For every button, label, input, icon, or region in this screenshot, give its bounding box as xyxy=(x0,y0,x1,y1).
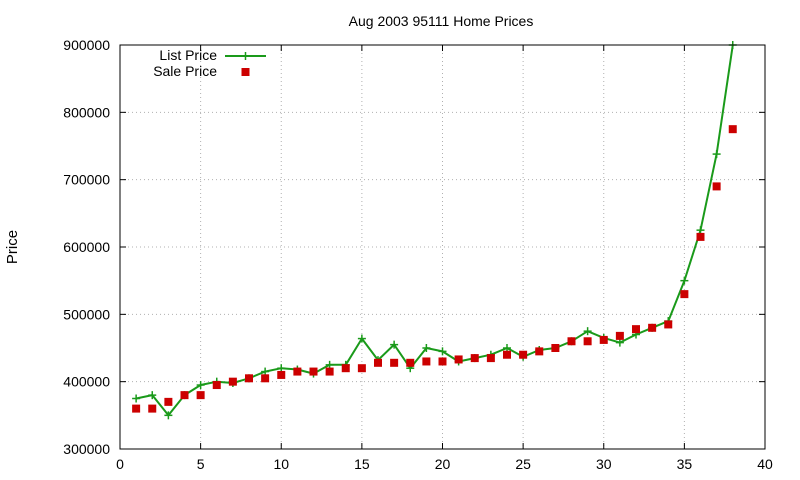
sale-price-point xyxy=(293,367,302,376)
sale-price-point xyxy=(438,357,447,366)
list-price-point xyxy=(680,276,689,285)
sale-price-point xyxy=(583,337,592,346)
sale-price-point xyxy=(132,404,141,413)
sale-price-point xyxy=(357,364,366,373)
sale-price-point xyxy=(680,290,689,299)
chart-title: Aug 2003 95111 Home Prices xyxy=(349,13,534,29)
sale-price-point xyxy=(164,397,173,406)
legend-label-sale-price: Sale Price xyxy=(153,63,217,79)
list-price-point xyxy=(148,391,157,400)
y-axis-label: Price xyxy=(4,230,21,264)
list-price-point xyxy=(277,364,286,373)
sale-price-point xyxy=(390,358,399,367)
sale-price-point xyxy=(422,357,431,366)
sale-price-point xyxy=(599,335,608,344)
list-price-point xyxy=(422,344,431,352)
plot-frame xyxy=(119,44,766,450)
y-tick-label: 300000 xyxy=(63,441,110,457)
sale-price-point xyxy=(712,182,721,191)
list-price-point xyxy=(583,327,592,336)
sale-price-point xyxy=(454,355,463,364)
list-price-point xyxy=(261,367,270,376)
sale-price-point xyxy=(664,320,673,329)
y-tick-label: 600000 xyxy=(63,239,110,255)
list-price-point xyxy=(132,394,141,403)
axis-ticks xyxy=(119,44,766,450)
sale-price-point xyxy=(615,331,624,340)
sale-price-point xyxy=(374,358,382,367)
x-tick-label: 0 xyxy=(116,456,124,472)
sale-price-point xyxy=(309,367,318,376)
x-tick-label: 5 xyxy=(197,456,205,472)
y-tick-label: 800000 xyxy=(63,104,110,120)
sale-price-point xyxy=(245,374,253,383)
sale-price-point xyxy=(535,347,544,356)
list-price-point xyxy=(503,344,511,352)
sale-price-point xyxy=(277,370,286,379)
tick-labels: 0 5 10 15 20 25 30 35 40 300000 400000 500000 600000… xyxy=(63,37,773,472)
list-price-point xyxy=(164,411,173,420)
y-tick-label: 700000 xyxy=(63,172,110,188)
sale-price-point xyxy=(212,381,221,390)
x-tick-label: 15 xyxy=(354,456,370,472)
legend-label-list-price: List Price xyxy=(159,47,217,63)
sale-price-point xyxy=(486,354,495,363)
x-tick-label: 40 xyxy=(757,456,773,472)
sale-price-point xyxy=(406,358,415,367)
sale-price-point xyxy=(261,374,270,383)
legend-key-list-price-marker xyxy=(241,52,250,60)
x-tick-label: 25 xyxy=(515,456,531,472)
sale-price-point xyxy=(648,323,657,332)
sale-price-point xyxy=(325,367,334,376)
y-tick-label: 900000 xyxy=(63,37,110,53)
list-price-point xyxy=(390,340,399,349)
sale-price-point xyxy=(341,364,350,373)
list-price-point xyxy=(357,334,366,343)
list-price-point xyxy=(712,150,721,159)
legend-key-sale-price-marker xyxy=(241,68,250,76)
sale-price-point xyxy=(696,232,705,241)
list-price-point xyxy=(325,360,334,369)
sale-price-point xyxy=(728,125,737,134)
x-tick-label: 10 xyxy=(273,456,289,472)
data-series xyxy=(132,41,737,420)
sale-price-point xyxy=(470,354,479,363)
sale-price-point xyxy=(567,337,576,346)
list-price-point xyxy=(696,226,705,235)
x-tick-label: 20 xyxy=(435,456,451,472)
sale-price-point xyxy=(632,325,640,334)
sale-price-point xyxy=(503,350,511,359)
sale-price-point xyxy=(180,391,189,400)
sale-price-point xyxy=(519,350,528,359)
list-price-line xyxy=(135,44,734,417)
sale-price-point xyxy=(228,377,237,386)
list-price-point xyxy=(615,338,624,347)
y-tick-label: 500000 xyxy=(63,306,110,322)
x-tick-label: 35 xyxy=(677,456,693,472)
y-tick-label: 400000 xyxy=(63,374,110,390)
legend: List Price Sale Price xyxy=(153,47,266,79)
sale-price-point xyxy=(196,391,205,400)
list-price-point xyxy=(438,347,447,356)
x-tick-label: 30 xyxy=(596,456,612,472)
sale-price-point xyxy=(148,404,157,413)
sale-price-point xyxy=(551,344,560,352)
list-price-point xyxy=(196,381,205,390)
